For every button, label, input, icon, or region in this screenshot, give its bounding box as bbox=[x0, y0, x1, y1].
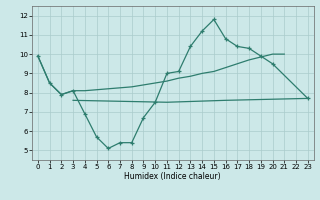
X-axis label: Humidex (Indice chaleur): Humidex (Indice chaleur) bbox=[124, 172, 221, 181]
